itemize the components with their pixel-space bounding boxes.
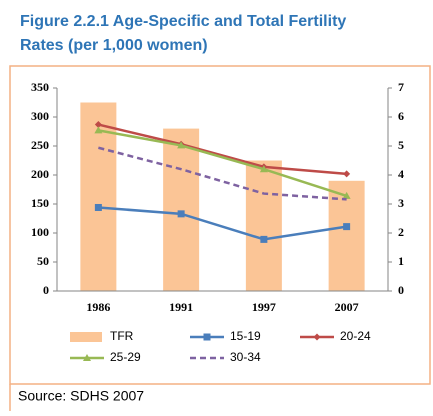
y-tick-label: 0 (43, 283, 49, 297)
y2-tick-label: 4 (398, 167, 404, 181)
marker (94, 203, 102, 211)
line (98, 206, 347, 241)
legend-label: 15-19 (230, 329, 261, 343)
marker (343, 223, 351, 231)
line (98, 123, 347, 176)
y-tick-label: 350 (31, 80, 49, 94)
line (98, 129, 348, 198)
legend-label: 25-29 (110, 350, 141, 364)
bar (163, 128, 200, 291)
marker (177, 210, 185, 218)
chart-subtitle: Rates (per 1,000 women) (20, 37, 208, 54)
y-tick-label: 50 (37, 254, 49, 268)
y2-tick-label: 3 (398, 196, 404, 210)
marker (260, 235, 268, 243)
legend-label: 20-24 (340, 329, 371, 343)
marker (83, 354, 91, 361)
marker (259, 165, 268, 173)
y-tick-label: 150 (31, 196, 49, 210)
y-tick-label: 200 (31, 167, 49, 181)
x-tick-label: 1997 (252, 300, 276, 314)
x-tick-label: 1991 (169, 300, 193, 314)
y2-tick-label: 2 (398, 225, 404, 239)
y2-tick-label: 1 (398, 254, 404, 268)
x-tick-label: 2007 (335, 300, 359, 314)
line (98, 146, 347, 201)
chart-title: Figure 2.2.1 Age-Specific and Total Fert… (20, 13, 346, 30)
legend-swatch (70, 332, 102, 342)
y-tick-label: 300 (31, 109, 49, 123)
y2-tick-label: 5 (398, 138, 404, 152)
y2-tick-label: 0 (398, 283, 404, 297)
legend-label: TFR (110, 329, 134, 343)
y-tick-label: 250 (31, 138, 49, 152)
marker (203, 333, 211, 341)
marker (177, 141, 186, 149)
bar (245, 160, 282, 291)
source: Source: SDHS 2007 (18, 388, 144, 404)
x-tick-label: 1986 (86, 300, 110, 314)
marker (94, 126, 103, 134)
legend-label: 30-34 (230, 350, 261, 364)
y2-tick-label: 6 (398, 109, 404, 123)
y2-tick-label: 7 (398, 80, 404, 94)
bar (80, 102, 117, 291)
marker (313, 333, 321, 341)
y-tick-label: 100 (31, 225, 49, 239)
marker (343, 170, 351, 178)
chart-frame (9, 65, 431, 385)
marker (94, 121, 102, 129)
marker (342, 191, 351, 199)
